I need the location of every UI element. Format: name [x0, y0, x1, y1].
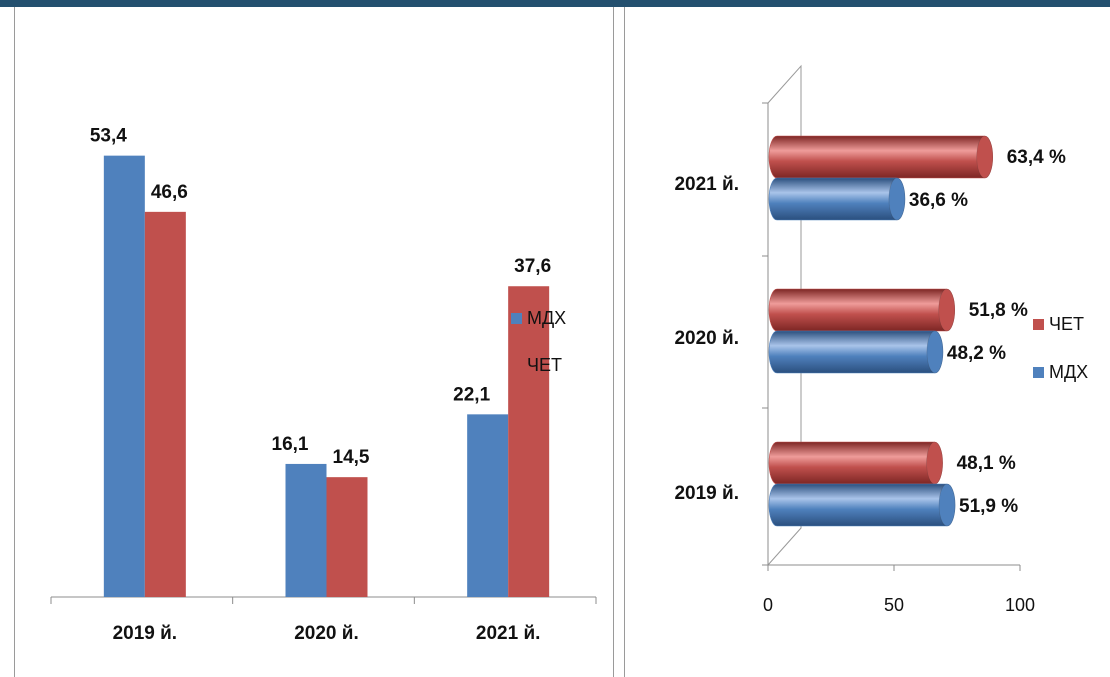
- legend-swatch-mdh: [1033, 367, 1044, 378]
- top-border: [0, 0, 1110, 7]
- cylinder-body: [768, 288, 955, 332]
- bar-chet-2020: [768, 288, 955, 332]
- bar-mdh-2019: [768, 483, 956, 527]
- cylinder-cap: [926, 330, 944, 374]
- bar-mdh-2020: [768, 330, 944, 374]
- x-tick-label: 2020 й.: [294, 623, 359, 644]
- right-chart-panel: 0 50 100 48,1 % 51,9 % 2019 й. 51,8 % 48,2 % 202…: [624, 7, 1110, 677]
- legend-label: ЧЕТ: [527, 355, 562, 375]
- legend-label: ЧЕТ: [1049, 314, 1084, 334]
- data-label: 14,5: [333, 447, 370, 468]
- legend-label: МДХ: [527, 308, 566, 328]
- bar-chet-2019: [144, 211, 186, 597]
- data-label: 53,4: [90, 126, 127, 147]
- cylinder-cap: [976, 135, 993, 179]
- data-label: 48,1 %: [957, 453, 1016, 474]
- data-label: 37,6: [514, 256, 551, 277]
- bar-chet-2020: [326, 477, 368, 597]
- legend-swatch-chet: [511, 360, 522, 371]
- data-label: 16,1: [272, 434, 309, 455]
- data-label: 51,9 %: [959, 496, 1018, 517]
- legend-label: МДХ: [1049, 362, 1088, 382]
- cylinder-cap: [938, 288, 955, 332]
- bar-chet-2021: [768, 135, 993, 179]
- cylinder-body: [768, 330, 944, 374]
- cylinder-cap: [938, 483, 956, 527]
- x-tick-label: 2021 й.: [476, 623, 541, 644]
- x-tick-label: 2019 й.: [113, 623, 178, 644]
- bar-mdh-2019: [103, 155, 145, 598]
- bar-mdh-2021: [467, 414, 509, 597]
- data-label: 48,2 %: [947, 343, 1006, 364]
- data-label: 63,4 %: [1007, 147, 1066, 168]
- left-bar-chart: 53,4 46,6 2019 й. 16,1 14,5 2020 й. 22,1 37,6 20…: [50, 126, 597, 644]
- x-tick-label: 100: [1005, 595, 1035, 615]
- bar-chet-2019: [768, 441, 943, 485]
- left-chart-panel: 53,4 46,6 2019 й. 16,1 14,5 2020 й. 22,1 37,6 20…: [14, 7, 614, 677]
- y-tick-label: 2021 й.: [674, 174, 739, 195]
- cylinder-body: [768, 483, 956, 527]
- y-tick-label: 2020 й.: [674, 328, 739, 349]
- cylinder-cap: [888, 177, 906, 221]
- cylinder-body: [768, 177, 906, 221]
- cylinder-cap: [926, 441, 943, 485]
- right-cylinder-chart: 0 50 100 48,1 % 51,9 % 2019 й. 51,8 % 48,2 % 202…: [674, 64, 1088, 615]
- y-tick-label: 2019 й.: [674, 483, 739, 504]
- legend-swatch-chet: [1033, 319, 1044, 330]
- data-label: 36,6 %: [909, 190, 968, 211]
- data-label: 46,6: [151, 182, 188, 203]
- x-tick-label: 50: [884, 595, 904, 615]
- cylinder-body: [768, 135, 993, 179]
- bar-mdh-2020: [285, 463, 327, 597]
- legend-swatch-mdh: [511, 313, 522, 324]
- cylinder-body: [768, 441, 943, 485]
- data-label: 22,1: [453, 384, 490, 405]
- data-label: 51,8 %: [969, 300, 1028, 321]
- x-tick-label: 0: [763, 595, 773, 615]
- bar-mdh-2021: [768, 177, 906, 221]
- bar-chet-2021: [508, 286, 550, 597]
